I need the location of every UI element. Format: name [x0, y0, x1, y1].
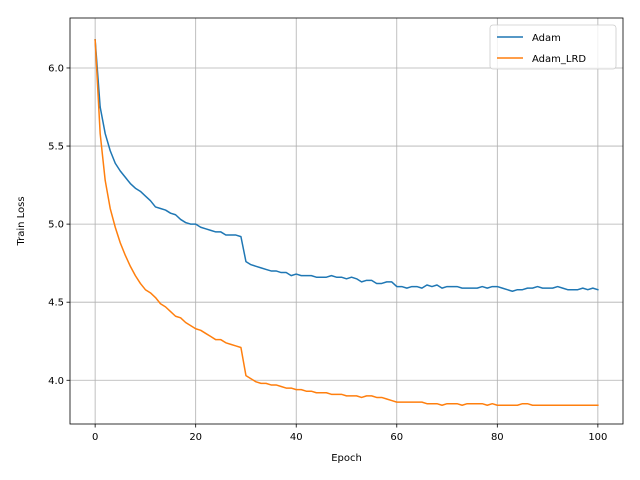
tick-layer: 0 20 40 60 80 100 4.0 4.5 5.0 5.5 6.0: [48, 63, 607, 443]
y-tick-label: 4.5: [48, 298, 64, 309]
series-line-adam-lrd: [94, 39, 599, 407]
legend-label: Adam: [532, 33, 561, 44]
grid-layer: [70, 18, 623, 424]
legend: Adam Adam_LRD: [489, 24, 617, 70]
y-tick-label: 6.0: [48, 63, 64, 74]
x-tick-label: 60: [390, 432, 403, 443]
y-tick-label: 4.0: [48, 376, 64, 387]
y-tick-label: 5.5: [48, 142, 64, 153]
legend-label: Adam_LRD: [532, 54, 586, 65]
plot-frame: [69, 17, 624, 425]
y-tick-label: 5.0: [48, 220, 64, 231]
series-layer: [94, 39, 599, 407]
x-tick-label: 40: [290, 432, 303, 443]
x-tick-label: 100: [588, 432, 607, 443]
x-axis-label: Epoch: [331, 453, 362, 464]
x-tick-label: 0: [92, 432, 98, 443]
x-tick-label: 80: [491, 432, 504, 443]
x-tick-label: 20: [189, 432, 202, 443]
y-axis-label: Train Loss: [16, 196, 27, 246]
series-line-adam: [94, 39, 599, 293]
